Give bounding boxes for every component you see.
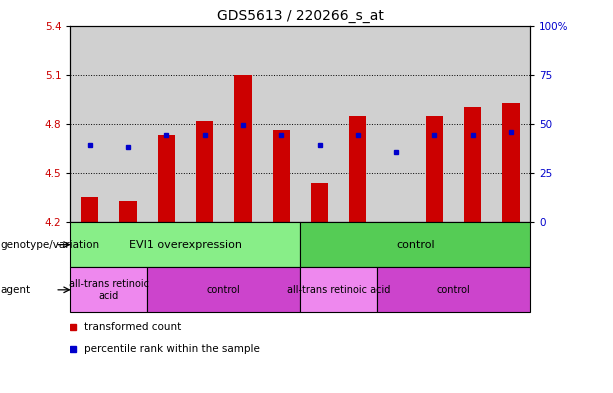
Bar bbox=[454, 26, 492, 222]
Text: control: control bbox=[396, 240, 435, 250]
Bar bbox=[109, 26, 147, 222]
Text: genotype/variation: genotype/variation bbox=[1, 240, 100, 250]
Bar bbox=[311, 183, 328, 222]
Bar bbox=[158, 135, 175, 222]
Bar bbox=[377, 26, 416, 222]
Bar bbox=[70, 222, 300, 267]
Bar bbox=[196, 121, 213, 222]
Bar bbox=[224, 26, 262, 222]
Bar bbox=[273, 130, 290, 222]
Bar bbox=[503, 103, 520, 222]
Text: all-trans retinoic acid: all-trans retinoic acid bbox=[287, 285, 390, 295]
Title: GDS5613 / 220266_s_at: GDS5613 / 220266_s_at bbox=[217, 9, 384, 23]
Bar bbox=[186, 26, 224, 222]
Bar bbox=[81, 198, 98, 222]
Text: percentile rank within the sample: percentile rank within the sample bbox=[85, 344, 260, 354]
Bar bbox=[70, 267, 147, 312]
Bar bbox=[300, 26, 338, 222]
Text: agent: agent bbox=[1, 285, 31, 295]
Bar bbox=[70, 26, 109, 222]
Bar bbox=[426, 116, 443, 222]
Text: transformed count: transformed count bbox=[85, 322, 181, 332]
Text: all-trans retinoic
acid: all-trans retinoic acid bbox=[69, 279, 149, 301]
Bar bbox=[262, 26, 300, 222]
Text: control: control bbox=[207, 285, 241, 295]
Bar bbox=[377, 267, 530, 312]
Bar bbox=[300, 267, 377, 312]
Bar bbox=[492, 26, 530, 222]
Bar bbox=[120, 201, 137, 222]
Bar bbox=[338, 26, 377, 222]
Text: control: control bbox=[436, 285, 471, 295]
Bar bbox=[147, 26, 186, 222]
Bar bbox=[147, 267, 300, 312]
Bar bbox=[464, 107, 481, 222]
Bar bbox=[300, 222, 530, 267]
Bar bbox=[416, 26, 454, 222]
Bar bbox=[234, 75, 251, 222]
Text: EVI1 overexpression: EVI1 overexpression bbox=[129, 240, 242, 250]
Bar bbox=[349, 116, 367, 222]
